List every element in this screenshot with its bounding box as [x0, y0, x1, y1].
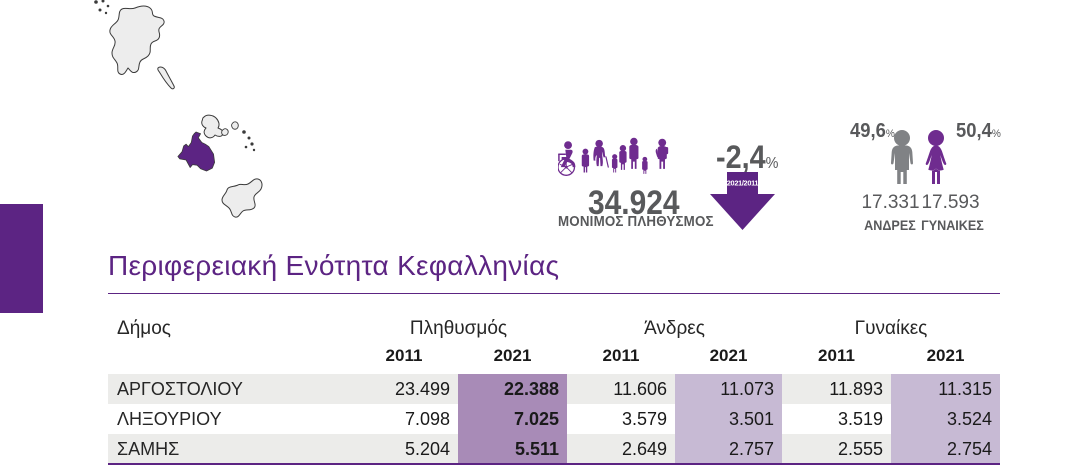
svg-text:2021/2011: 2021/2011: [727, 179, 759, 188]
